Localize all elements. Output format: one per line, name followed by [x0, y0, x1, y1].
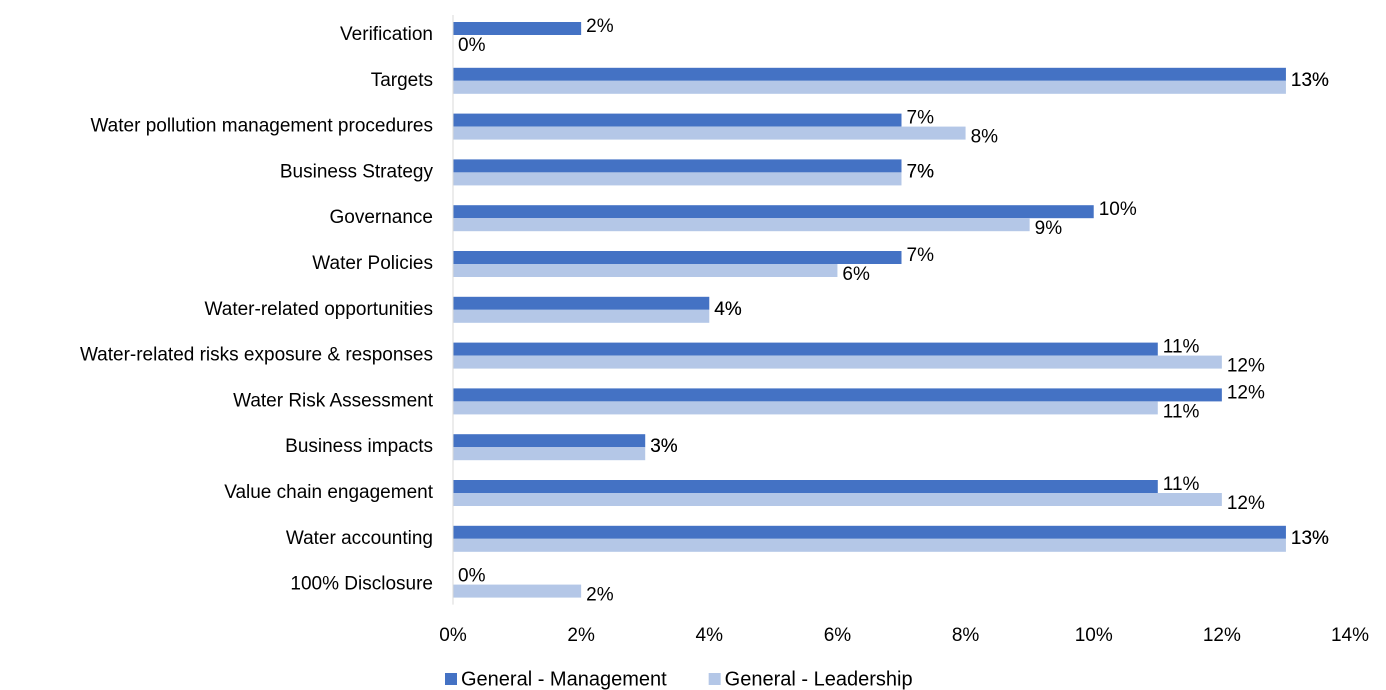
bar — [453, 480, 1158, 493]
bar — [453, 264, 838, 277]
data-label: 4% — [714, 299, 742, 320]
y-tick-label: Water accounting — [286, 528, 433, 549]
bar — [453, 205, 1094, 219]
bar — [453, 113, 902, 127]
bar — [453, 342, 1158, 356]
y-tick-label: Business impacts — [285, 436, 433, 457]
bar — [453, 22, 582, 35]
data-label: 4% — [714, 299, 742, 320]
data-label: 11% — [1163, 337, 1200, 358]
data-label: 7% — [907, 161, 935, 182]
x-tick-label: 8% — [952, 625, 980, 646]
bar — [453, 296, 710, 310]
y-tick-label: Targets — [371, 70, 433, 91]
bar — [453, 525, 1286, 539]
bar — [453, 493, 1222, 506]
bar — [453, 218, 1030, 232]
y-tick-label: Water-related risks exposure & responses — [80, 345, 433, 366]
bar — [453, 447, 646, 461]
bar — [453, 434, 646, 448]
bar — [453, 126, 966, 140]
data-label: 7% — [907, 161, 935, 182]
data-label: 7% — [907, 108, 935, 129]
data-label: 12% — [1227, 356, 1265, 377]
bar — [453, 159, 902, 173]
x-tick-label: 0% — [439, 625, 467, 646]
data-label: 3% — [650, 436, 678, 457]
data-label: 6% — [842, 264, 870, 285]
bar — [453, 388, 1222, 402]
y-tick-label: Water pollution management procedures — [90, 116, 433, 137]
bar — [453, 584, 582, 598]
data-label: 13% — [1291, 70, 1329, 91]
y-tick-label: Value chain engagement — [224, 482, 434, 503]
y-tick-label: Water Risk Assessment — [233, 390, 434, 411]
y-tick-label: Verification — [340, 24, 433, 45]
data-label: 2% — [586, 585, 614, 606]
data-label: 3% — [650, 436, 678, 457]
data-label: 0% — [458, 35, 486, 56]
data-label: 13% — [1291, 528, 1329, 549]
data-label: 7% — [907, 245, 935, 266]
bar — [453, 355, 1222, 369]
x-tick-label: 10% — [1075, 625, 1113, 646]
data-label: 9% — [1035, 218, 1063, 239]
legend-swatch — [708, 673, 721, 685]
y-tick-label: Water Policies — [312, 253, 433, 274]
legend-swatch — [445, 673, 457, 685]
x-tick-label: 4% — [696, 625, 724, 646]
data-label: 13% — [1291, 528, 1329, 549]
legend-label: General - Management — [461, 668, 667, 690]
y-tick-label: Governance — [329, 207, 433, 228]
legend-label: General - Leadership — [725, 668, 913, 690]
data-label: 12% — [1227, 382, 1265, 403]
data-label: 2% — [586, 16, 614, 37]
data-label: 11% — [1163, 401, 1200, 422]
data-label: 8% — [971, 127, 999, 148]
x-tick-label: 14% — [1331, 625, 1369, 646]
bar — [453, 67, 1286, 81]
data-label: 12% — [1227, 493, 1265, 514]
y-tick-label: Business Strategy — [280, 161, 434, 182]
y-tick-label: 100% Disclosure — [290, 574, 433, 595]
x-tick-label: 12% — [1203, 625, 1241, 646]
bar — [453, 80, 1286, 94]
x-tick-label: 2% — [567, 625, 595, 646]
bar — [453, 401, 1158, 415]
data-label: 13% — [1291, 70, 1329, 91]
bar — [453, 309, 710, 323]
bar — [453, 538, 1286, 552]
bar — [453, 251, 902, 264]
x-tick-label: 6% — [824, 625, 852, 646]
bar — [453, 172, 902, 186]
y-tick-label: Water-related opportunities — [205, 299, 433, 320]
data-label: 10% — [1099, 199, 1137, 220]
data-label: 0% — [458, 566, 486, 587]
data-label: 11% — [1163, 474, 1200, 495]
